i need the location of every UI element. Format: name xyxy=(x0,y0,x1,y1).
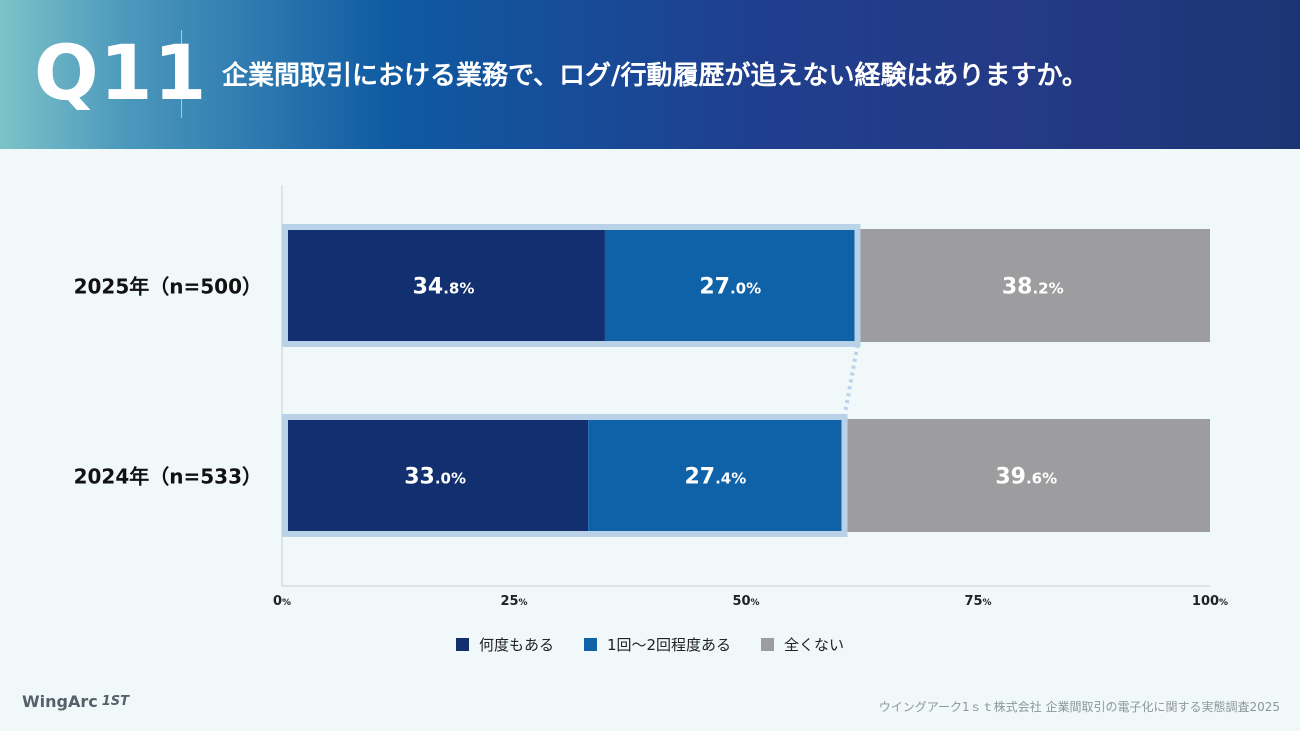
data-label-2025-series-2: 27.0% xyxy=(699,275,761,300)
source-note: ウイングアーク1ｓｔ株式会社 企業間取引の電子化に関する実態調査2025 xyxy=(878,700,1280,714)
legend-label-never: 全くない xyxy=(784,635,845,654)
header-banner: Q11 企業間取引における業務で、ログ/行動履歴が追えない経験はありますか。 xyxy=(0,0,1300,149)
wingarc-logo: WingArc 1ST xyxy=(22,688,129,714)
legend-swatch-once-twice xyxy=(583,637,597,651)
x-tick-label-50: 50% xyxy=(732,594,759,609)
header-divider xyxy=(181,30,182,118)
legend-item-often: 何度もある xyxy=(455,632,554,656)
bar-segment-2025-series-3 xyxy=(855,229,1210,342)
bar-segment-2024-series-2 xyxy=(588,419,843,532)
bar-segment-2024-series-3 xyxy=(842,419,1210,532)
x-tick-label-25: 25% xyxy=(500,594,527,609)
data-label-2024-series-1: 33.0% xyxy=(404,465,466,490)
x-tick-label-75: 75% xyxy=(964,594,991,609)
category-label-2024: 2024年（n=533） xyxy=(74,465,262,489)
legend-label-often: 何度もある xyxy=(478,635,554,654)
legend-swatch-never xyxy=(761,637,775,651)
highlight-connector xyxy=(842,344,860,417)
chart-legend: 何度もある 1回〜2回程度ある 全くない xyxy=(0,632,1300,656)
bar-segment-2025-series-2 xyxy=(604,229,856,342)
x-tick-label-100: 100% xyxy=(1192,594,1228,609)
data-label-2024-series-3: 39.6% xyxy=(995,465,1057,490)
legend-label-once-twice: 1回〜2回程度ある xyxy=(606,635,732,654)
highlight-frame-2025 xyxy=(282,224,861,347)
data-label-2025-series-3: 38.2% xyxy=(1002,275,1064,300)
logo-mark: 1ST xyxy=(101,693,130,709)
legend-swatch-often xyxy=(455,637,469,651)
highlight-frame-2024 xyxy=(282,414,848,537)
data-label-2024-series-2: 27.4% xyxy=(684,465,746,490)
legend-item-once-twice: 1回〜2回程度ある xyxy=(583,632,732,656)
legend-item-never: 全くない xyxy=(761,632,844,656)
category-label-2025: 2025年（n=500） xyxy=(74,275,262,299)
logo-text: WingArc xyxy=(22,691,98,711)
bar-segment-2025-series-1 xyxy=(282,229,605,342)
x-tick-label-0: 0% xyxy=(273,594,291,609)
bar-segment-2024-series-1 xyxy=(282,419,589,532)
data-label-2025-series-1: 34.8% xyxy=(413,275,475,300)
question-text: 企業間取引における業務で、ログ/行動履歴が追えない経験はありますか。 xyxy=(222,61,1088,91)
